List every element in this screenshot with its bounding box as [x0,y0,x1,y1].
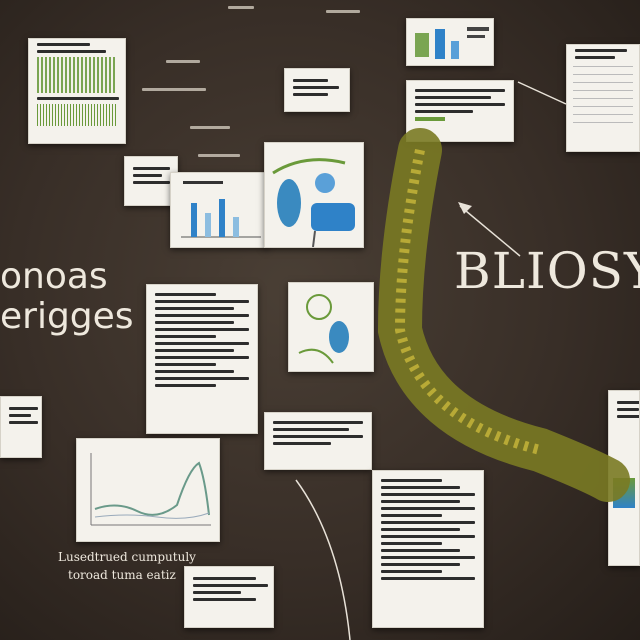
icon-card-top [406,18,494,66]
text-card-lower-right [372,470,484,628]
chalk-scribble [198,154,240,157]
caption-bottom-left-line2: toroad tuma eatiz [68,568,176,582]
chalk-scribble [326,10,360,13]
plant-illustration-icon [272,158,355,247]
chalk-scribble [228,6,254,9]
bar-strip [37,104,117,126]
chalk-scribble [190,126,230,129]
label-card [284,68,350,112]
text-card-bottom [184,566,274,628]
table-card-right [566,44,640,152]
bar-chart-card [170,172,268,248]
title-right: BLIOSY [454,242,640,300]
data-card-top-left [28,38,126,144]
cell-illustration-icon [298,294,349,364]
bar-strip [37,57,117,93]
mini-line-chart [90,453,211,526]
table-grid [573,63,633,123]
cell-illustration-card [288,282,374,372]
chalk-scribble [142,88,206,91]
title-left-line2: erigges [0,296,134,337]
text-card-middle [146,284,258,434]
edge-card-left [0,396,42,458]
text-card-center-small [264,412,372,470]
edge-card-right [608,390,640,566]
line-chart-card [76,438,220,542]
small-card-left [124,156,178,206]
illustration-card [264,142,364,248]
title-left-line1: onoas [0,256,108,297]
caption-bottom-left-line1: Lusedtrued cumputuly [58,550,196,564]
mini-bar-chart [181,181,261,238]
blue-figure-icon [415,27,489,59]
chalk-scribble [166,60,200,63]
text-card-top-right [406,80,514,142]
